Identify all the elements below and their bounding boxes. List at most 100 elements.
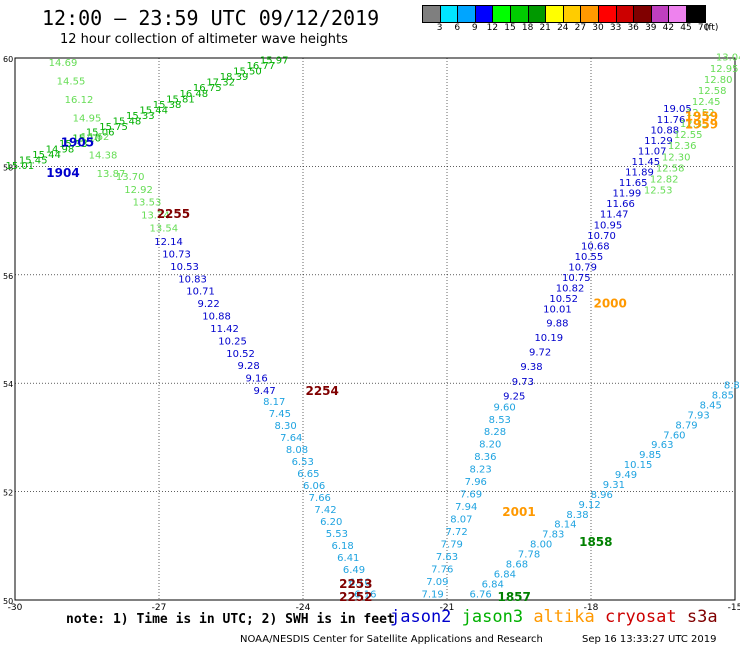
wave-height-value: 5.53	[326, 529, 348, 540]
colorbar-swatch	[686, 6, 705, 22]
pass-time-label: 1905	[61, 135, 94, 149]
x-tick-label: -15	[728, 603, 740, 613]
wave-height-value: 15.50	[233, 67, 262, 78]
x-tick-label: -24	[296, 603, 311, 613]
y-tick-labels: 50 52 54 56 58 60	[3, 55, 13, 606]
wave-height-value: 8.07	[450, 514, 472, 525]
y-tick-label: 60	[3, 55, 13, 64]
colorbar-swatch	[458, 6, 476, 22]
wave-height-value: 6.84	[494, 569, 516, 580]
wave-height-value: 8.36	[474, 452, 496, 463]
wave-height-value: 7.78	[518, 550, 540, 561]
wave-height-value: 7.09	[426, 577, 448, 588]
wave-height-value: 11.76	[657, 115, 686, 126]
wave-height-value: 15.45	[19, 156, 48, 167]
colorbar-unit: (ft)	[704, 23, 719, 33]
wave-height-value: 9.16	[245, 374, 267, 385]
map-grid	[15, 58, 735, 600]
wave-height-value: 9.47	[253, 386, 275, 397]
wave-height-value: 7.72	[445, 527, 467, 538]
wave-height-value: 11.89	[625, 168, 654, 179]
colorbar-swatch	[651, 6, 670, 22]
colorbar-labels: 3 6 9 12 15 18 21 24 27 30 33 36 39 42 45 70 (ft)	[422, 23, 732, 35]
legend-altika: altika	[533, 607, 605, 627]
wave-height-value: 6.06	[303, 481, 325, 492]
wave-height-value: 9.22	[197, 299, 219, 310]
wave-height-value: 9.73	[512, 377, 534, 388]
satellite-legend: jason2 jason3 altika cryosat s3a	[390, 607, 718, 627]
y-tick-label: 52	[3, 489, 13, 498]
wave-height-value: 13.53	[133, 198, 162, 209]
altimeter-tracks: 15.0115.4515.4414.9815.3315.1015.0615.75…	[5, 53, 740, 601]
wave-height-value: 8.96	[591, 490, 613, 501]
wave-height-value: 9.38	[520, 362, 542, 373]
wave-height-value: 6.10	[349, 577, 371, 588]
pass-time-label: 1857	[497, 590, 530, 604]
wave-height-value: 6.41	[337, 553, 359, 564]
wave-height-value: 8.20	[479, 440, 501, 451]
wave-height-value: 13.74	[141, 211, 170, 222]
wave-height-value: 11.47	[600, 210, 629, 221]
track-altika-track-se: 6.766.846.848.687.788.007.838.148.389.12…	[469, 381, 740, 601]
wave-height-value: 15.44	[32, 150, 61, 161]
track-jason3-track-nw: 15.0115.4515.4414.9815.3315.1015.0615.75…	[5, 55, 288, 172]
wave-height-value: 12.80	[704, 75, 733, 86]
wave-height-value: 8.68	[506, 559, 528, 570]
wave-height-value: 9.72	[529, 348, 551, 359]
colorbar-swatch	[510, 6, 529, 22]
legend-jason3: jason3	[461, 607, 534, 627]
map-border	[14, 57, 736, 601]
wave-height-value: 14.95	[73, 114, 102, 125]
wave-height-value: 10.25	[218, 336, 247, 347]
wave-height-value: 16.12	[65, 95, 94, 106]
wave-height-value: 12.92	[124, 185, 153, 196]
wave-height-value: 8.00	[530, 540, 552, 551]
colorbar-label: 15	[504, 23, 516, 33]
wave-height-value: 7.60	[663, 430, 685, 441]
wave-height-value: 11.66	[606, 199, 635, 210]
colorbar-swatch	[616, 6, 635, 22]
x-tick-label: -27	[152, 603, 167, 613]
wave-height-value: 14.55	[57, 77, 86, 88]
wave-height-value: 12.45	[692, 97, 721, 108]
colorbar-swatch	[546, 6, 564, 22]
legend-jason2: jason2	[390, 607, 462, 627]
wave-height-value: 9.88	[546, 318, 568, 329]
pass-time-label: 2253	[339, 577, 372, 591]
wave-height-value: 15.33	[59, 139, 88, 150]
pass-time-label: 2255	[157, 207, 190, 221]
wave-height-value: 6.49	[343, 565, 365, 576]
wave-height-value: 16.77	[246, 61, 275, 72]
wave-height-value: 10.95	[594, 220, 623, 231]
wave-height-value: 9.49	[615, 470, 637, 481]
wave-height-value: 10.82	[556, 284, 585, 295]
wave-height-value: 17.32	[206, 78, 235, 89]
wave-height-value: 10.19	[534, 333, 563, 344]
wave-height-value: 7.42	[314, 505, 336, 516]
page-subtitle: 12 hour collection of altimeter wave hei…	[60, 32, 348, 47]
wave-height-value: 10.52	[226, 349, 255, 360]
colorbar-label: 70	[697, 23, 710, 33]
wave-height-value: 8.45	[700, 400, 722, 411]
wave-height-value: 13.54	[149, 223, 178, 234]
track-jason3-track-ne: 12.5312.8212.5812.3012.3612.5512.3512.52…	[644, 53, 740, 197]
wave-height-value: 10.71	[186, 287, 215, 298]
colorbar-label: 6	[454, 23, 461, 33]
wave-height-value: 6.65	[297, 469, 319, 480]
colorbar-swatch	[669, 6, 687, 22]
wave-height-value: 11.29	[644, 136, 673, 147]
wave-height-value: 12.58	[698, 86, 727, 97]
wave-height-value: 6.20	[320, 517, 342, 528]
track-jason3-branch-nw: 13.87 14.38 14.62 14.95 16.12 14.55 14.69	[49, 58, 126, 180]
wave-height-value: 8.87	[724, 381, 740, 392]
wave-height-value: 8.17	[263, 397, 285, 408]
colorbar-swatch	[423, 6, 441, 22]
pass-time-label: 2001	[502, 505, 535, 519]
wave-height-value: 7.83	[542, 530, 564, 541]
colorbar-label: 12	[486, 23, 499, 33]
wave-height-value: 8.23	[469, 465, 491, 476]
wave-height-value: 7.76	[431, 564, 453, 575]
colorbar-label: 45	[680, 23, 692, 33]
wave-height-value: 12.53	[644, 186, 673, 197]
wave-height-value: 8.08	[286, 445, 308, 456]
